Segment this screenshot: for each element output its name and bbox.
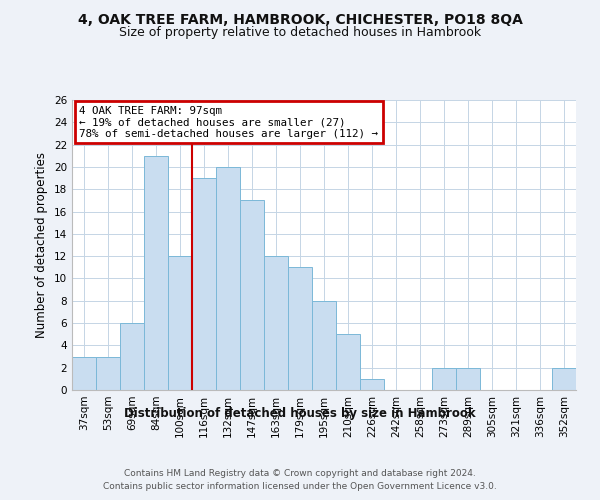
Bar	[312, 301, 336, 390]
Text: 4 OAK TREE FARM: 97sqm
← 19% of detached houses are smaller (27)
78% of semi-det: 4 OAK TREE FARM: 97sqm ← 19% of detached…	[79, 106, 378, 139]
Text: Size of property relative to detached houses in Hambrook: Size of property relative to detached ho…	[119, 26, 481, 39]
Y-axis label: Number of detached properties: Number of detached properties	[35, 152, 49, 338]
Text: Contains public sector information licensed under the Open Government Licence v3: Contains public sector information licen…	[103, 482, 497, 491]
Bar	[336, 334, 360, 390]
Bar	[264, 256, 288, 390]
Bar	[192, 178, 216, 390]
Bar	[96, 356, 120, 390]
Bar	[240, 200, 264, 390]
Bar	[144, 156, 168, 390]
Bar	[288, 268, 312, 390]
Bar	[72, 356, 96, 390]
Bar	[432, 368, 456, 390]
Text: 4, OAK TREE FARM, HAMBROOK, CHICHESTER, PO18 8QA: 4, OAK TREE FARM, HAMBROOK, CHICHESTER, …	[77, 12, 523, 26]
Bar	[168, 256, 192, 390]
Text: Distribution of detached houses by size in Hambrook: Distribution of detached houses by size …	[124, 408, 476, 420]
Bar	[456, 368, 480, 390]
Bar	[120, 323, 144, 390]
Bar	[360, 379, 384, 390]
Bar	[552, 368, 576, 390]
Bar	[216, 167, 240, 390]
Text: Contains HM Land Registry data © Crown copyright and database right 2024.: Contains HM Land Registry data © Crown c…	[124, 468, 476, 477]
